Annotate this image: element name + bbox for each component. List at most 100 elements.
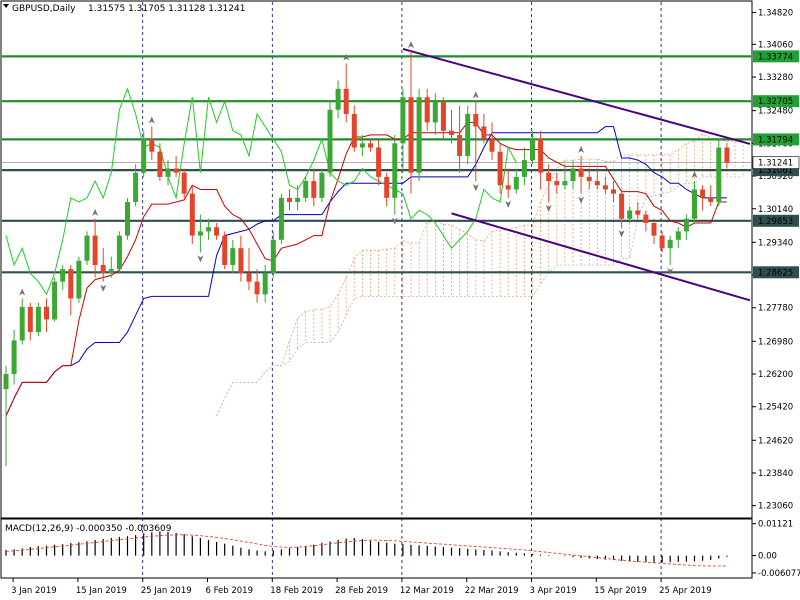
time-tick-label: 3 Apr 2019 — [530, 586, 577, 596]
fractal-up-icon — [472, 91, 479, 99]
candle-body — [724, 147, 730, 163]
candle-body — [570, 168, 576, 182]
fractal-up-icon — [343, 53, 350, 61]
candle-body — [295, 197, 301, 203]
candle-body — [602, 185, 608, 190]
candle-body — [675, 231, 681, 240]
candle-body — [359, 143, 365, 148]
candle-body — [287, 197, 292, 203]
fractal-down-icon — [472, 184, 479, 192]
candle-body — [635, 210, 641, 215]
price-axis: 1.348201.340601.332801.324801.317001.309… — [752, 8, 800, 512]
candle-body — [554, 181, 560, 186]
candle-body — [530, 139, 535, 161]
candle-body — [538, 139, 544, 173]
candle-body — [181, 172, 187, 194]
fractal-down-icon — [618, 230, 625, 238]
candle-body — [35, 306, 41, 333]
price-tag-label: 1.31794 — [758, 135, 793, 145]
candle-body — [270, 239, 276, 274]
time-tick-label: 3 Jan 2019 — [11, 586, 57, 596]
candle-body — [586, 176, 592, 182]
price-tick-label: 1.34820 — [758, 8, 793, 18]
macd-panel: 0.01121 0.00 -0.006077 — [5, 520, 800, 579]
candle-body — [440, 101, 446, 131]
candle-body — [303, 181, 309, 198]
macd-tick-label: 0.01121 — [758, 520, 793, 530]
candle-body — [376, 147, 382, 177]
time-tick-label: 12 Mar 2019 — [400, 586, 454, 596]
time-tick-label: 15 Jan 2019 — [76, 586, 127, 596]
candle-body — [3, 373, 9, 390]
candle-body — [562, 181, 568, 186]
candle-body — [416, 97, 422, 173]
price-tag — [753, 133, 799, 146]
price-tick-label: 1.23060 — [758, 502, 793, 512]
candle-body — [351, 113, 357, 148]
candle-body — [449, 130, 454, 135]
fractal-down-icon — [578, 196, 585, 204]
candle-body — [700, 189, 706, 198]
time-tick-label: 18 Feb 2019 — [270, 586, 323, 596]
candle-body — [619, 193, 625, 219]
price-tick-label: 1.30140 — [758, 205, 793, 215]
price-tag-label: 1.31241 — [758, 159, 793, 169]
candle-body — [611, 189, 616, 194]
price-tick-label: 1.24620 — [758, 436, 793, 446]
chikou-line — [5, 87, 517, 296]
candle-body — [578, 168, 584, 177]
candles — [3, 51, 730, 467]
trendlines — [402, 48, 751, 302]
fractal-down-icon — [100, 284, 107, 292]
candle-body — [19, 306, 25, 341]
candle-body — [505, 185, 511, 190]
price-tick-label: 1.29340 — [758, 238, 793, 248]
candle-body — [424, 97, 430, 123]
price-tag — [753, 50, 799, 63]
tenkan-line — [5, 121, 727, 417]
ohlc-label: 1.31575 1.31705 1.31128 1.31241 — [88, 4, 245, 14]
time-axis: 3 Jan 2019 15 Jan 2019 25 Jan 2019 6 Feb 20… — [11, 578, 712, 596]
price-tag — [753, 214, 799, 227]
price-tag-label: 1.31061 — [758, 166, 793, 176]
fractal-down-icon — [391, 217, 398, 225]
candle-body — [246, 273, 252, 282]
candle-body — [408, 97, 414, 173]
candle-body — [92, 235, 98, 265]
candle-body — [165, 168, 171, 177]
candle-body — [513, 176, 519, 190]
macd-signal-line — [5, 534, 727, 567]
candle-body — [335, 88, 341, 110]
candle-body — [392, 143, 398, 198]
candle-body — [521, 160, 527, 177]
price-tick-label: 1.30920 — [758, 172, 793, 182]
candle-body — [659, 235, 665, 249]
fractal-up-icon — [92, 208, 99, 216]
candle-body — [651, 223, 657, 236]
fractal-up-icon — [148, 116, 155, 124]
time-tick-label: 25 Apr 2019 — [659, 586, 712, 596]
candle-body — [11, 340, 17, 374]
price-tick-label: 1.34060 — [758, 40, 793, 50]
fractal-down-icon — [545, 205, 552, 213]
trendline-upper — [402, 48, 751, 145]
candle-body — [84, 235, 90, 261]
fractal-markers — [19, 41, 698, 296]
candle-body — [457, 134, 463, 156]
price-tag — [753, 266, 799, 279]
fractal-up-icon — [691, 171, 698, 179]
candle-body — [52, 281, 58, 320]
candle-body — [319, 172, 325, 198]
candle-body — [489, 139, 495, 152]
candle-body — [481, 126, 487, 140]
time-tick-label: 22 Mar 2019 — [465, 586, 519, 596]
candle-body — [125, 202, 130, 236]
candle-body — [108, 269, 114, 274]
indicator-lines — [5, 87, 727, 417]
time-tick-label: 25 Jan 2019 — [141, 586, 192, 596]
candle-body — [214, 227, 220, 236]
candle-body — [189, 193, 195, 236]
collapse-arrow-icon[interactable] — [3, 4, 9, 8]
